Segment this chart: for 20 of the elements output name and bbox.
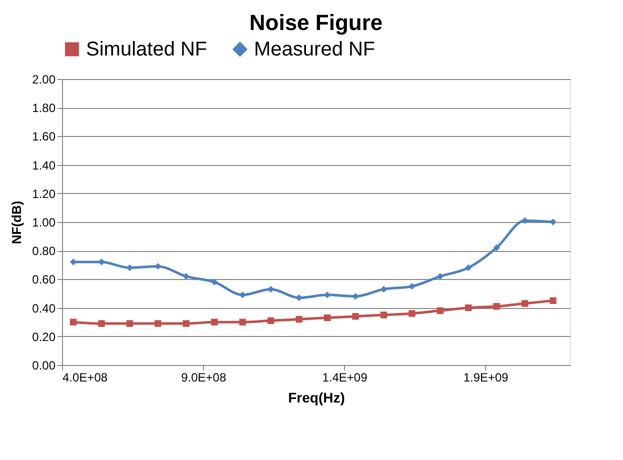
chart-title: Noise Figure bbox=[249, 10, 383, 35]
y-axis-title: NF(dB) bbox=[9, 200, 24, 244]
y-tick-label: 0.60 bbox=[32, 272, 56, 287]
y-tick-label: 0.80 bbox=[32, 244, 56, 258]
y-tick-label: 1.40 bbox=[32, 158, 56, 172]
y-tick-label: 1.80 bbox=[32, 101, 56, 116]
y-tick-label: 0.40 bbox=[32, 301, 56, 316]
x-tick-label: 4.0E+08 bbox=[62, 370, 108, 384]
y-tick-label: 0.00 bbox=[32, 358, 56, 372]
y-tick-label: 1.60 bbox=[32, 130, 56, 144]
legend-label: Measured NF bbox=[254, 38, 376, 60]
y-tick-label: 0.20 bbox=[32, 330, 56, 344]
x-tick-label: 1.9E+09 bbox=[463, 370, 509, 384]
x-tick-label: 9.0E+08 bbox=[181, 370, 226, 384]
y-tick-label: 1.00 bbox=[32, 216, 56, 230]
x-axis-title: Freq(Hz) bbox=[288, 390, 345, 406]
y-tick-label: 2.00 bbox=[32, 72, 56, 86]
x-tick-label: 1.4E+09 bbox=[322, 370, 368, 384]
y-tick-label: 1.20 bbox=[32, 186, 56, 201]
legend-label: Simulated NF bbox=[86, 38, 208, 60]
